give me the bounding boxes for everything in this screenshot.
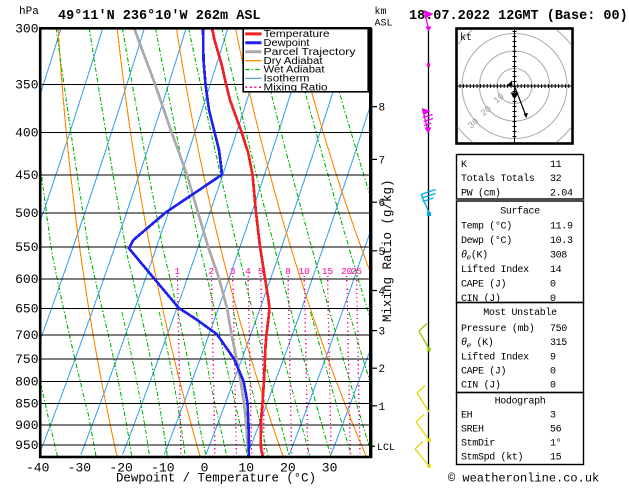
svg-text:0: 0 [550, 279, 556, 290]
svg-text:4: 4 [245, 266, 251, 277]
svg-text:500: 500 [15, 206, 38, 221]
svg-text:15: 15 [322, 266, 334, 277]
svg-text:10: 10 [298, 266, 310, 277]
svg-text:9: 9 [550, 352, 556, 363]
svg-text:2: 2 [379, 364, 386, 376]
svg-text:-10: -10 [151, 461, 174, 476]
svg-text:5: 5 [379, 247, 386, 259]
svg-text:Most Unstable: Most Unstable [483, 307, 557, 319]
svg-text:1: 1 [379, 402, 386, 414]
svg-text:LCL: LCL [377, 443, 395, 454]
svg-text:850: 850 [15, 397, 38, 412]
svg-text:7: 7 [379, 155, 386, 167]
svg-text:0: 0 [550, 381, 556, 392]
svg-text:10: 10 [238, 461, 254, 476]
svg-text:2: 2 [208, 266, 214, 277]
svg-text:8: 8 [285, 266, 291, 277]
svg-text:hPa: hPa [19, 6, 39, 18]
svg-text:900: 900 [15, 418, 38, 433]
svg-text:θe (K): θe (K) [461, 337, 493, 350]
svg-text:8: 8 [379, 103, 386, 115]
svg-text:600: 600 [15, 272, 38, 287]
svg-text:StmSpd (kt): StmSpd (kt) [461, 452, 523, 464]
svg-text:450: 450 [15, 168, 38, 183]
svg-text:km: km [375, 6, 387, 18]
svg-text:3: 3 [379, 327, 386, 339]
svg-text:3: 3 [550, 411, 556, 422]
svg-text:Dewp (°C): Dewp (°C) [461, 235, 512, 247]
svg-text:Hodograph: Hodograph [495, 396, 546, 408]
svg-text:ASL: ASL [375, 19, 393, 30]
svg-text:Mixing Ratio: Mixing Ratio [264, 83, 329, 94]
svg-text:Mixing Ratio (g/kg): Mixing Ratio (g/kg) [381, 179, 395, 322]
svg-text:1: 1 [174, 266, 180, 277]
svg-text:CAPE (J): CAPE (J) [461, 278, 506, 290]
svg-text:-40: -40 [26, 461, 49, 476]
svg-text:StmDir: StmDir [461, 438, 495, 450]
svg-text:300: 300 [15, 22, 38, 37]
svg-text:Temp (°C): Temp (°C) [461, 220, 512, 232]
svg-text:6: 6 [379, 198, 386, 210]
svg-text:Dewpoint: Dewpoint [264, 38, 310, 49]
svg-text:20: 20 [341, 266, 353, 277]
svg-text:550: 550 [15, 240, 38, 255]
svg-text:11: 11 [550, 160, 562, 171]
svg-text:30: 30 [322, 461, 338, 476]
svg-text:Surface: Surface [500, 205, 540, 217]
svg-text:750: 750 [15, 352, 38, 367]
svg-text:Isotherm: Isotherm [264, 74, 310, 85]
svg-text:800: 800 [15, 375, 38, 390]
svg-text:0: 0 [201, 461, 209, 476]
svg-text:11.9: 11.9 [550, 221, 573, 232]
svg-text:32: 32 [550, 174, 562, 185]
svg-text:-30: -30 [68, 461, 91, 476]
svg-text:-20: -20 [109, 461, 132, 476]
svg-text:950: 950 [15, 438, 38, 453]
svg-text:Dewpoint / Temperature (°C): Dewpoint / Temperature (°C) [116, 472, 316, 486]
svg-text:Wet Adiabat: Wet Adiabat [264, 65, 325, 76]
svg-text:SREH: SREH [461, 425, 484, 436]
svg-text:Temperature: Temperature [264, 29, 331, 40]
svg-text:3: 3 [230, 266, 236, 277]
svg-text:EH: EH [461, 411, 473, 422]
svg-text:10.3: 10.3 [550, 236, 573, 247]
svg-text:4: 4 [379, 287, 386, 299]
svg-text:18.07.2022 12GMT (Base: 00): 18.07.2022 12GMT (Base: 00) [409, 9, 628, 24]
svg-text:20: 20 [280, 461, 296, 476]
svg-text:750: 750 [550, 324, 567, 335]
svg-text:Pressure (mb): Pressure (mb) [461, 323, 534, 335]
svg-text:K: K [461, 160, 467, 171]
svg-text:308: 308 [550, 250, 567, 261]
svg-text:CAPE (J): CAPE (J) [461, 366, 506, 378]
svg-text:2.04: 2.04 [550, 189, 573, 200]
svg-text:400: 400 [15, 126, 38, 141]
svg-text:15: 15 [550, 453, 562, 464]
svg-text:315: 315 [550, 338, 567, 349]
svg-text:Lifted Index: Lifted Index [461, 264, 529, 276]
svg-text:PW (cm): PW (cm) [461, 188, 501, 200]
svg-text:CIN (J): CIN (J) [461, 293, 501, 305]
svg-text:Dry Adiabat: Dry Adiabat [264, 56, 323, 67]
svg-text:© weatheronline.co.uk: © weatheronline.co.uk [448, 472, 599, 486]
svg-text:CIN (J): CIN (J) [461, 380, 501, 392]
svg-text:Totals Totals: Totals Totals [461, 173, 535, 185]
svg-text:kt: kt [460, 32, 472, 44]
svg-text:650: 650 [15, 302, 38, 317]
svg-text:5: 5 [258, 266, 264, 277]
svg-text:Lifted Index: Lifted Index [461, 351, 529, 363]
svg-text:1°: 1° [550, 438, 561, 450]
svg-text:0: 0 [550, 294, 556, 305]
svg-text:Parcel Trajectory: Parcel Trajectory [264, 47, 356, 58]
svg-text:49°11'N 236°10'W 262m ASL: 49°11'N 236°10'W 262m ASL [58, 9, 261, 24]
svg-text:14: 14 [550, 265, 562, 276]
svg-text:0: 0 [550, 367, 556, 378]
svg-text:350: 350 [15, 78, 38, 93]
svg-text:θe(K): θe(K) [461, 249, 488, 262]
svg-text:56: 56 [550, 425, 562, 436]
svg-text:25: 25 [351, 266, 363, 277]
svg-text:700: 700 [15, 328, 38, 343]
